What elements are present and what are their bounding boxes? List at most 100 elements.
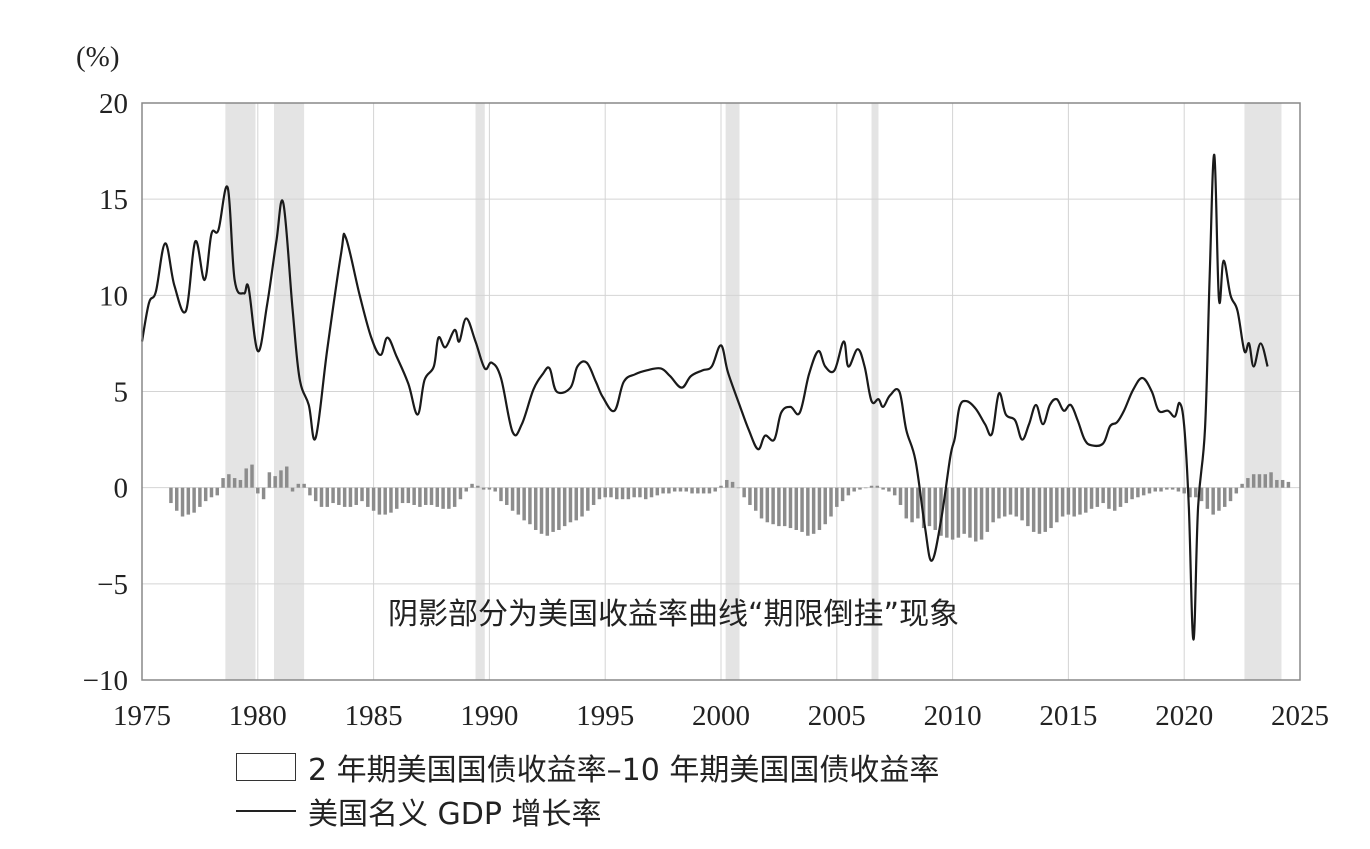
- legend-item-line: 美国名义 GDP 增长率: [236, 789, 939, 833]
- spread-bar: [1188, 487, 1192, 498]
- spread-bar: [638, 487, 642, 498]
- spread-bar: [1124, 487, 1129, 504]
- spread-bar: [302, 483, 306, 488]
- spread-bar: [991, 487, 995, 523]
- y-tick-label: 15: [99, 184, 128, 216]
- spread-bar: [360, 487, 364, 502]
- spread-bar: [1170, 487, 1175, 490]
- legend-item-bars: 2 年期美国国债收益率–10 年期美国国债收益率: [236, 745, 939, 789]
- spread-bar: [690, 487, 694, 494]
- spread-bar: [864, 487, 868, 489]
- spread-bar: [898, 487, 903, 505]
- spread-bar: [296, 483, 301, 488]
- gdp-growth-line: [140, 153, 1269, 641]
- spread-bar: [232, 478, 237, 488]
- spread-bar: [568, 487, 573, 523]
- spread-bar: [1008, 487, 1013, 515]
- spread-bar: [1194, 487, 1198, 498]
- spread-bar: [1269, 472, 1273, 488]
- spread-bar: [400, 487, 405, 504]
- spread-bar: [1251, 474, 1256, 488]
- spread-bar: [615, 487, 619, 500]
- spread-bar: [725, 479, 729, 488]
- spread-bar: [1176, 487, 1181, 492]
- spread-bar: [1089, 487, 1094, 509]
- spread-bar: [620, 487, 625, 500]
- spread-bar: [840, 487, 845, 502]
- spread-bar: [927, 487, 932, 527]
- spread-bar: [261, 487, 266, 500]
- spread-bar: [887, 487, 891, 492]
- spread-bar: [1072, 487, 1076, 517]
- spread-bar: [447, 487, 451, 509]
- x-tick-label: 2025: [1271, 700, 1329, 732]
- spread-bar: [730, 481, 735, 488]
- spread-bar: [383, 487, 387, 515]
- annotation-text: 阴影部分为美国收益率曲线“期限倒挂”现象: [388, 597, 959, 632]
- spread-bar: [539, 487, 544, 534]
- spread-bar: [1043, 487, 1047, 532]
- spread-bar: [1095, 487, 1100, 507]
- spread-bar: [1136, 487, 1140, 498]
- spread-bar: [1141, 487, 1146, 496]
- spread-bar: [169, 487, 173, 504]
- spread-bar: [580, 487, 584, 517]
- spread-bar: [464, 487, 468, 492]
- spread-bar: [1211, 487, 1215, 515]
- spread-bar: [719, 485, 723, 488]
- spread-bar: [933, 487, 937, 530]
- spread-bar: [1257, 474, 1262, 488]
- spread-bar: [591, 487, 596, 505]
- spread-bar: [806, 487, 810, 536]
- spread-bar: [1078, 487, 1082, 515]
- spread-bar: [429, 487, 434, 505]
- spread-bar: [290, 487, 295, 492]
- spread-bar: [1118, 487, 1123, 507]
- spread-bar: [1101, 487, 1105, 504]
- spread-bar: [649, 487, 654, 498]
- spread-bar: [348, 487, 353, 507]
- spread-bar: [1217, 487, 1221, 511]
- spread-bar: [1205, 487, 1210, 509]
- y-tick-label: 0: [114, 473, 129, 505]
- spread-bar: [267, 472, 272, 488]
- spread-bar: [342, 487, 347, 507]
- spread-bar: [1280, 479, 1285, 488]
- spread-bar: [389, 487, 393, 513]
- spread-bar: [1066, 487, 1071, 515]
- spread-bar: [1182, 487, 1186, 494]
- x-tick-label: 2005: [808, 700, 866, 732]
- spread-bar: [505, 487, 509, 505]
- spread-bar: [910, 487, 914, 523]
- spread-bar: [892, 487, 897, 496]
- spread-bar: [829, 487, 833, 517]
- gdp-line-group: [140, 153, 1269, 641]
- spread-bar: [331, 487, 335, 504]
- y-tick-label: 20: [99, 88, 128, 120]
- spread-bar: [626, 487, 631, 500]
- y-tick-label: 10: [99, 280, 128, 312]
- y-unit-label: (%): [76, 41, 119, 73]
- spread-bar: [1084, 487, 1088, 513]
- spread-bar: [562, 487, 567, 527]
- spread-bar: [238, 479, 243, 488]
- spread-bar: [823, 487, 827, 525]
- spread-bar: [533, 487, 538, 530]
- spread-bar: [487, 487, 492, 490]
- spread-bar: [452, 487, 457, 507]
- spread-bar: [1014, 487, 1019, 517]
- spread-bar: [713, 487, 717, 492]
- spread-bar: [904, 487, 909, 519]
- spread-bar: [203, 487, 208, 502]
- spread-bar: [557, 487, 561, 530]
- spread-bar: [175, 487, 179, 511]
- spread-bar: [794, 487, 799, 530]
- spread-bar: [661, 487, 665, 494]
- spread-bar: [835, 487, 839, 507]
- spread-bar: [395, 487, 399, 509]
- spread-bar: [319, 487, 324, 507]
- spread-bar: [777, 487, 781, 527]
- spread-bar: [881, 487, 885, 490]
- spread-bar: [950, 487, 955, 540]
- spread-bar: [1037, 487, 1042, 534]
